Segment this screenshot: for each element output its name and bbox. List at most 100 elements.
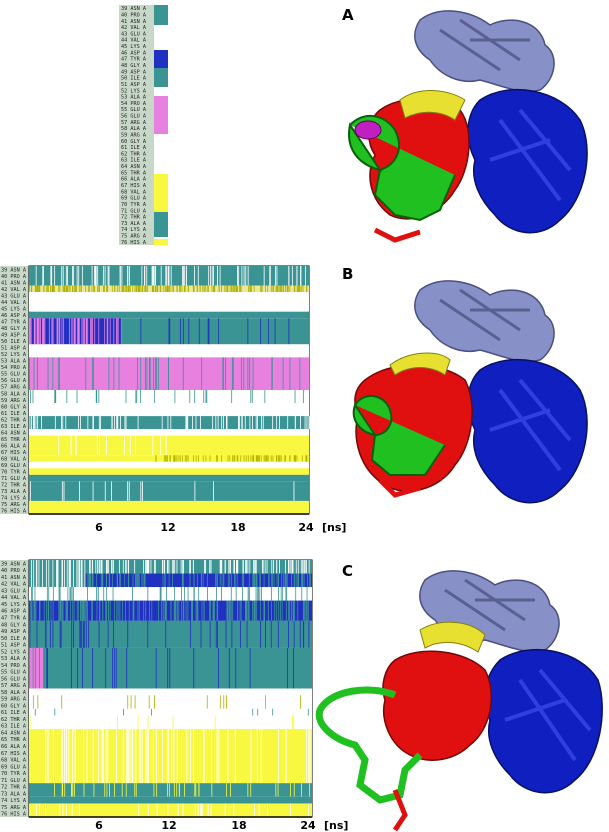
ss-stripe bbox=[53, 285, 54, 293]
ss-stripe bbox=[37, 318, 39, 345]
ss-stripe bbox=[145, 600, 147, 621]
ss-stripe bbox=[111, 416, 113, 430]
ss-stripe bbox=[52, 600, 54, 621]
ss-stripe bbox=[155, 357, 156, 390]
ss-stripe bbox=[146, 729, 148, 784]
ss-stripe bbox=[248, 600, 250, 621]
ss-stripe bbox=[113, 620, 114, 648]
ss-stripe bbox=[263, 573, 265, 594]
ss-stripe bbox=[195, 783, 197, 797]
ss-stripe bbox=[91, 357, 93, 390]
tick-label-b-12: 12 bbox=[160, 521, 176, 534]
ss-stripe bbox=[119, 600, 121, 621]
residue-label: 65 THR A bbox=[121, 170, 147, 176]
residue-label: 70 TYR A bbox=[1, 470, 27, 476]
residue-label: 49 ASP A bbox=[1, 333, 27, 339]
ss-stripe bbox=[279, 285, 281, 293]
residue-label: 54 PRO A bbox=[121, 101, 147, 107]
ss-stripe bbox=[293, 573, 295, 594]
ss-stripe bbox=[140, 357, 142, 390]
ss-stripe bbox=[92, 729, 94, 784]
ss-stripe bbox=[214, 285, 216, 293]
ss-stripe bbox=[107, 318, 109, 345]
ss-stripe bbox=[70, 647, 72, 689]
ss-stripe bbox=[125, 390, 127, 404]
ss-stripe bbox=[221, 587, 222, 601]
ss-stripe bbox=[47, 600, 49, 621]
ss-stripe bbox=[118, 357, 120, 390]
ss-stripe bbox=[252, 708, 254, 716]
ss-stripe bbox=[96, 435, 98, 456]
ss-stripe bbox=[245, 266, 247, 286]
ss-stripe bbox=[271, 357, 273, 390]
ss-stripe bbox=[96, 390, 98, 404]
ss-stripe bbox=[261, 285, 263, 293]
ss-stripe bbox=[231, 285, 232, 293]
ss-stripe bbox=[259, 455, 261, 462]
ss-stripe bbox=[88, 620, 90, 648]
ss-stripe bbox=[143, 600, 145, 621]
ss-stripe bbox=[212, 600, 214, 621]
ss-stripe bbox=[104, 783, 106, 797]
ss-stripe bbox=[91, 573, 93, 594]
ss-stripe bbox=[83, 600, 85, 621]
ss-stripe bbox=[61, 266, 63, 286]
ss-stripe bbox=[269, 266, 271, 286]
ss-stripe bbox=[58, 285, 60, 293]
ss-stripe bbox=[165, 600, 167, 621]
residue-label: 68 VAL A bbox=[1, 457, 27, 463]
ss-stripe bbox=[305, 455, 307, 462]
ss-stripe bbox=[219, 266, 221, 286]
ss-stripe bbox=[183, 600, 185, 621]
ss-stripe bbox=[70, 435, 72, 456]
ss-stripe bbox=[293, 783, 295, 797]
ss-stripe bbox=[83, 783, 85, 797]
ss-stripe bbox=[144, 573, 146, 594]
ss-stripe bbox=[283, 573, 284, 594]
ss-stripe bbox=[81, 620, 83, 648]
ss-stripe bbox=[147, 587, 149, 601]
ss-stripe bbox=[39, 647, 40, 689]
ss-stripe bbox=[301, 285, 303, 293]
ss-stripe bbox=[286, 647, 288, 689]
ss-stripe bbox=[255, 587, 257, 601]
ss-stripe bbox=[73, 600, 75, 621]
ss-stripe bbox=[264, 390, 266, 404]
ss-stripe bbox=[165, 455, 167, 462]
ss-block-three-ten-helix bbox=[154, 50, 168, 68]
ss-stripe bbox=[141, 285, 143, 293]
ss-band bbox=[29, 796, 312, 804]
ss-stripe bbox=[300, 266, 301, 286]
ss-stripe bbox=[42, 266, 44, 286]
ss-stripe bbox=[66, 560, 68, 588]
ss-stripe bbox=[310, 573, 311, 594]
ss-stripe bbox=[144, 266, 146, 286]
residue-label: 46 ASP A bbox=[1, 609, 27, 615]
ss-stripe bbox=[92, 416, 94, 430]
ss-stripe bbox=[154, 390, 156, 404]
ss-stripe bbox=[99, 285, 100, 293]
ss-block-turn bbox=[154, 212, 168, 237]
ss-band bbox=[29, 435, 309, 456]
ss-stripe bbox=[160, 435, 162, 456]
ss-stripe bbox=[227, 455, 229, 462]
ss-stripe bbox=[247, 357, 249, 390]
ss-stripe bbox=[227, 573, 229, 594]
ss-stripe bbox=[81, 318, 83, 345]
ss-stripe bbox=[147, 620, 149, 648]
ss-stripe bbox=[102, 729, 104, 784]
ss-stripe bbox=[182, 573, 184, 594]
ss-stripe bbox=[197, 455, 199, 462]
residue-label: 63 ILE A bbox=[1, 424, 27, 430]
ss-stripe bbox=[273, 600, 275, 621]
ss-stripe bbox=[111, 481, 112, 501]
ss-stripe bbox=[218, 285, 220, 293]
ss-stripe bbox=[189, 573, 191, 594]
ss-stripe bbox=[304, 600, 305, 621]
ss-stripe bbox=[63, 285, 65, 293]
ss-stripe bbox=[109, 783, 110, 797]
ss-stripe bbox=[244, 600, 246, 621]
ss-stripe bbox=[168, 357, 169, 390]
ss-stripe bbox=[259, 573, 261, 594]
ss-stripe bbox=[168, 783, 170, 797]
